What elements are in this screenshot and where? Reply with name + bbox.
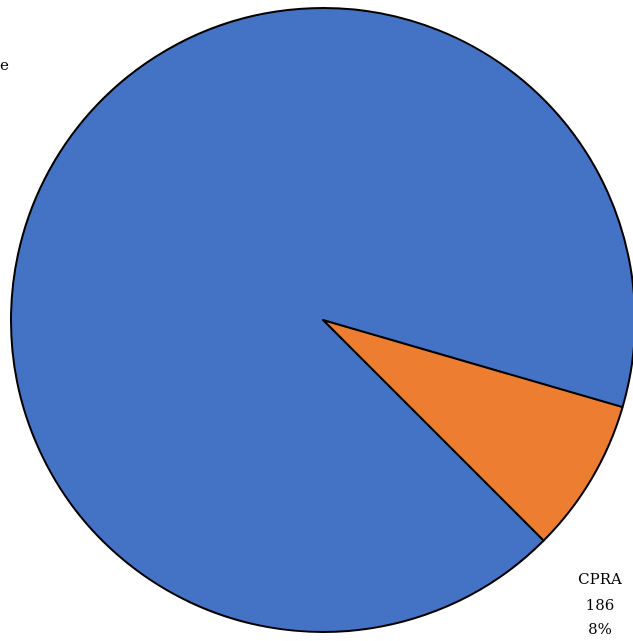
pie-slice-other [10, 7, 633, 633]
slice-label-cpra: CPRA 186 8% [578, 570, 622, 638]
slice-label-cpra-percent: 8% [588, 620, 612, 638]
pie-slice-cpra [322, 319, 624, 542]
pie-slices [10, 7, 633, 633]
slice-label-other-partial: e [0, 56, 9, 74]
slice-label-cpra-name: CPRA [578, 570, 622, 588]
slice-label-cpra-value: 186 [586, 596, 615, 614]
